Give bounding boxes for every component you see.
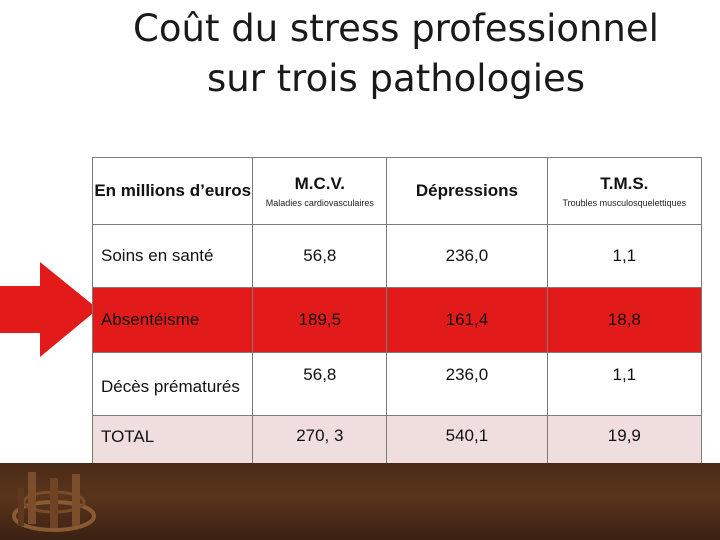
row-label: Absentéisme	[91, 287, 254, 353]
row-label: Soins en santé	[91, 224, 254, 288]
table-header-row: En millions d’euros M.C.V. Maladies card…	[91, 157, 703, 225]
corner-header: En millions d’euros	[91, 157, 254, 225]
cell-value: 1,1	[546, 224, 703, 288]
table-row-highlighted: Absentéisme 189,5 161,4 18,8	[91, 287, 703, 353]
table-row: Soins en santé 56,8 236,0 1,1	[91, 224, 703, 288]
header-tms: T.M.S. Troubles musculosquelettiques	[546, 157, 703, 225]
slide-title-line1: Coût du stress professionnel	[133, 7, 659, 50]
header-depressions-abbr: Dépressions	[415, 181, 518, 200]
red-arrow-icon	[0, 262, 98, 357]
header-mcv-full: Maladies cardiovasculaires	[265, 197, 374, 208]
cell-value: 1,1	[546, 352, 703, 416]
header-mcv-abbr: M.C.V.	[294, 173, 346, 193]
slide-title-line2: sur trois pathologies	[206, 57, 586, 100]
table-row: Décès prématurés 56,8 236,0 1,1	[91, 352, 703, 416]
cell-value: 18,8	[546, 287, 703, 353]
header-tms-full: Troubles musculosquelettiques	[562, 197, 687, 208]
wooden-logo-icon	[12, 472, 96, 532]
units-label: En millions d’euros	[94, 181, 252, 200]
slide-title: Coût du stress professionnel sur trois p…	[0, 4, 720, 104]
cell-value: 236,0	[386, 224, 548, 288]
cost-table: En millions d’euros M.C.V. Maladies card…	[91, 157, 703, 478]
header-mcv: M.C.V. Maladies cardiovasculaires	[252, 157, 388, 225]
cell-value: 236,0	[386, 352, 548, 416]
cell-value: 56,8	[252, 224, 388, 288]
cell-value: 189,5	[252, 287, 388, 353]
header-tms-abbr: T.M.S.	[600, 173, 649, 193]
cell-value: 56,8	[252, 352, 388, 416]
header-depressions: Dépressions	[386, 157, 548, 225]
cell-value: 161,4	[386, 287, 548, 353]
row-label: Décès prématurés	[91, 352, 254, 416]
bottom-band	[0, 463, 720, 540]
